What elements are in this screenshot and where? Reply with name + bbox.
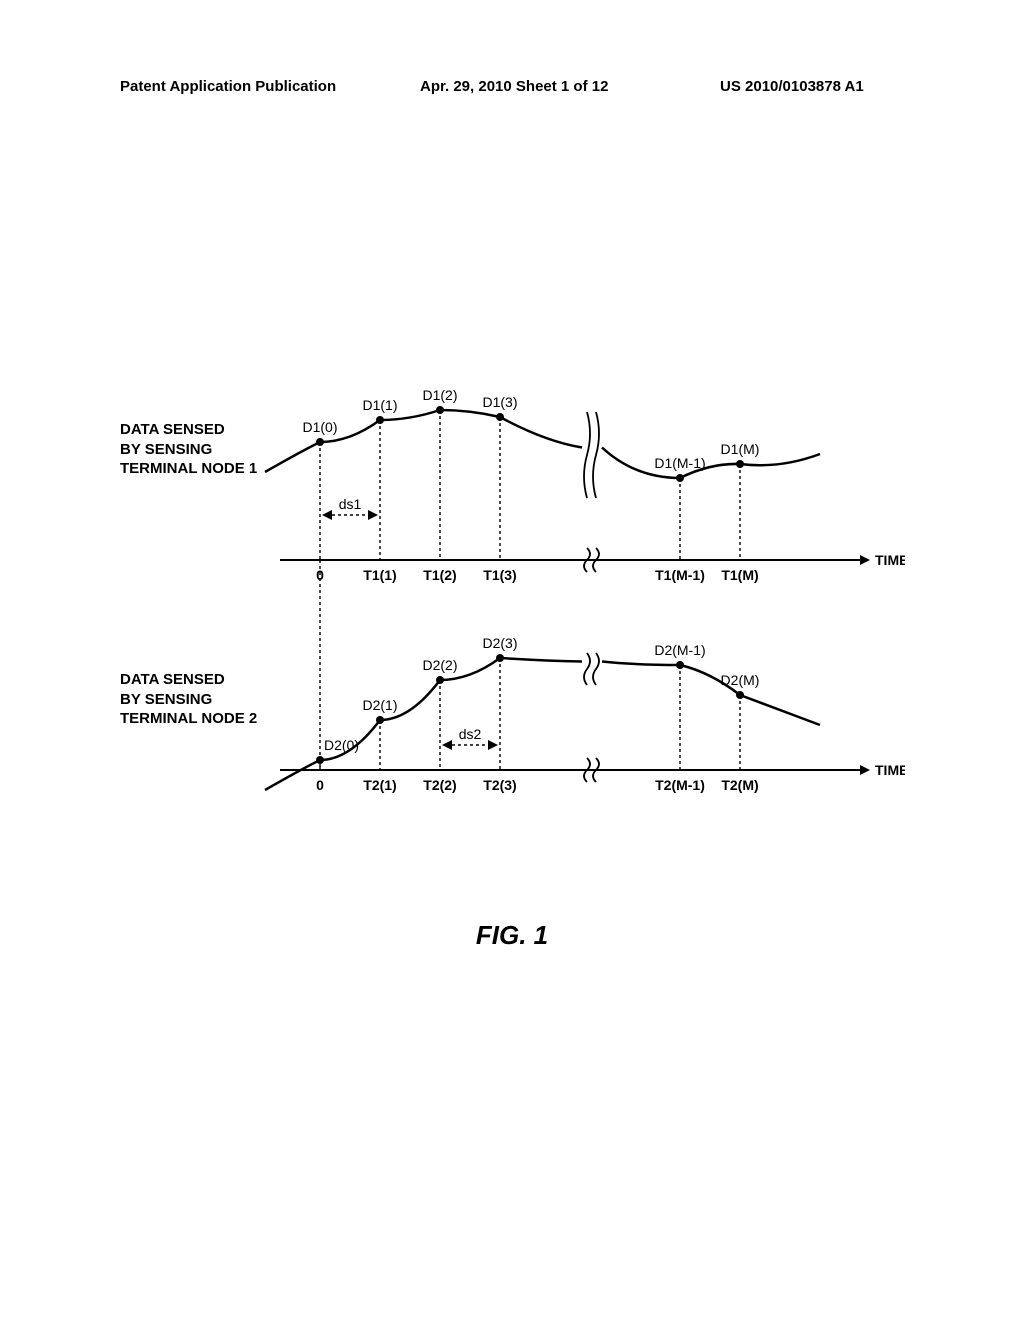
point-label: D1(M) (721, 441, 760, 457)
tick-label: T2(M) (721, 777, 758, 793)
point-label: D1(2) (422, 387, 457, 403)
point-label: D2(1) (362, 697, 397, 713)
point-label: D2(0) (324, 737, 359, 753)
tick-label: 0 (316, 777, 324, 793)
point-label: D2(M-1) (654, 642, 705, 658)
header-right: US 2010/0103878 A1 (720, 78, 864, 95)
tick-label: T1(1) (363, 567, 396, 583)
axis-label: TIME (875, 762, 905, 778)
header-center: Apr. 29, 2010 Sheet 1 of 12 (420, 78, 608, 95)
point-label: D1(3) (482, 394, 517, 410)
tick-label: T2(M-1) (655, 777, 705, 793)
point-label: D1(0) (302, 419, 337, 435)
tick-label: T1(M-1) (655, 567, 705, 583)
point-label: D2(2) (422, 657, 457, 673)
figure-1: DATA SENSED BY SENSING TERMINAL NODE 1 D… (120, 380, 905, 880)
figure-caption: FIG. 1 (0, 920, 1024, 951)
tick-label: T1(2) (423, 567, 456, 583)
tick-label: T2(3) (483, 777, 516, 793)
interval-label: ds1 (339, 496, 362, 512)
tick-label: 0 (316, 567, 324, 583)
point-label: D2(M) (721, 672, 760, 688)
point-label: D1(M-1) (654, 455, 705, 471)
point-label: D1(1) (362, 397, 397, 413)
chart-svg: TIME D1(0) 0 D1(1) T1(1) D1(2) T1(2) D1(3) T1(3)… (120, 380, 905, 810)
tick-label: T2(1) (363, 777, 396, 793)
header-left: Patent Application Publication (120, 78, 336, 95)
axis-label: TIME (875, 552, 905, 568)
tick-label: T1(3) (483, 567, 516, 583)
tick-label: T2(2) (423, 777, 456, 793)
interval-label: ds2 (459, 726, 482, 742)
tick-label: T1(M) (721, 567, 758, 583)
point-label: D2(3) (482, 635, 517, 651)
